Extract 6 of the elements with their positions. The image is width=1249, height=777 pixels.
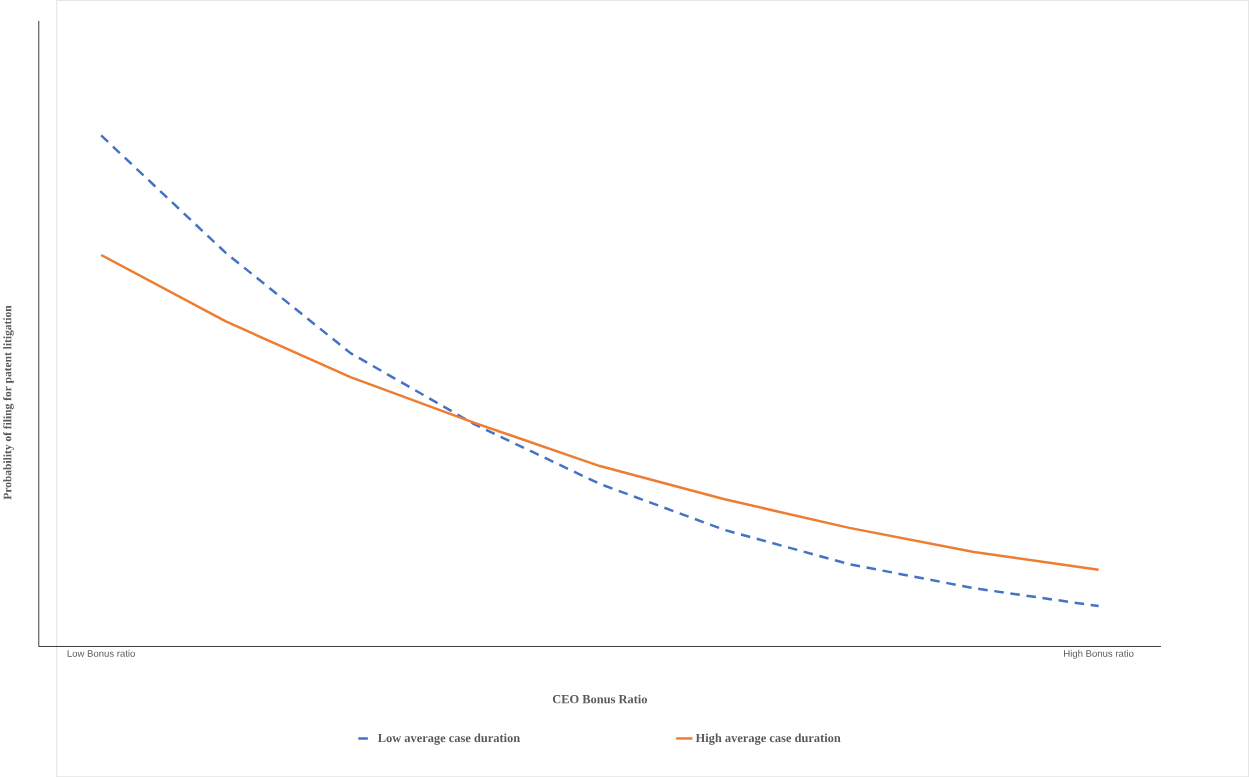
- x-axis-title: CEO Bonus Ratio: [552, 694, 647, 704]
- legend-label: High average case duration: [695, 733, 841, 745]
- y-axis-title: Probability of filing for patent litigation: [3, 305, 14, 500]
- x-tick-label: High Bonus ratio: [1064, 649, 1134, 659]
- legend-label: Low average case duration: [377, 733, 520, 745]
- x-tick-label: Low Bonus ratio: [67, 649, 135, 657]
